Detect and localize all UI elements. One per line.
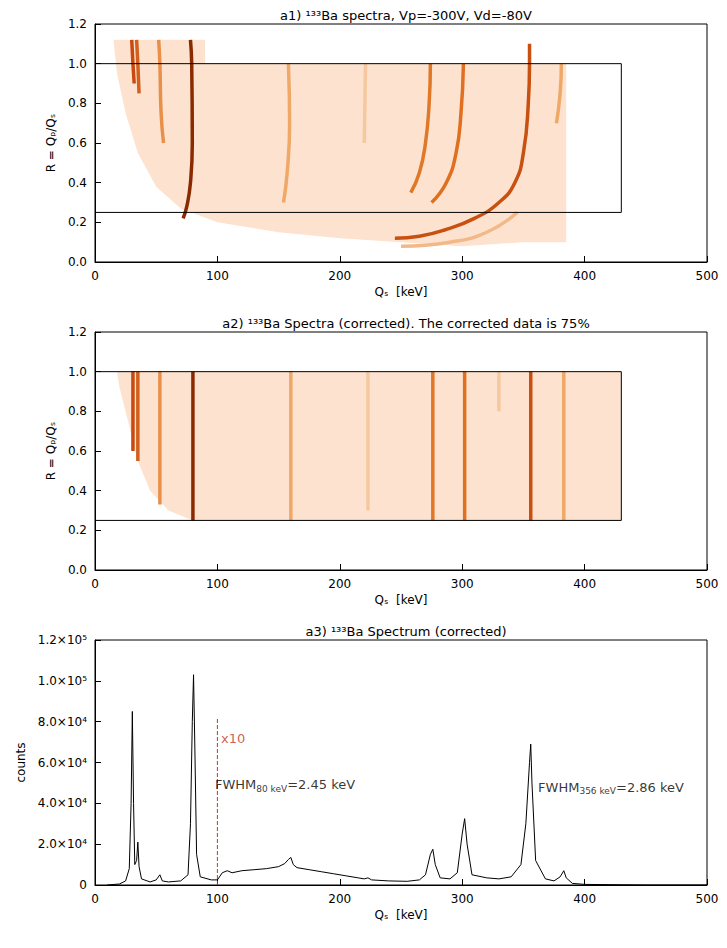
svg-text:400: 400 <box>573 892 596 906</box>
svg-text:0.0: 0.0 <box>68 563 87 577</box>
svg-text:=2.45 keV: =2.45 keV <box>287 777 355 792</box>
svg-text:100: 100 <box>206 892 229 906</box>
svg-text:8.0×10⁴: 8.0×10⁴ <box>38 715 87 729</box>
svg-text:0: 0 <box>79 878 87 892</box>
svg-text:0.2: 0.2 <box>68 523 87 537</box>
svg-text:80 keV: 80 keV <box>256 784 288 794</box>
svg-text:0.6: 0.6 <box>68 136 87 150</box>
svg-text:500: 500 <box>696 892 719 906</box>
svg-text:0: 0 <box>91 577 99 591</box>
svg-text:356 keV: 356 keV <box>579 786 616 796</box>
svg-text:1.0×10⁵: 1.0×10⁵ <box>38 674 87 688</box>
svg-text:FWHM: FWHM <box>215 777 256 792</box>
svg-text:=2.86 keV: =2.86 keV <box>616 780 684 795</box>
svg-text:x10: x10 <box>221 731 245 746</box>
svg-text:200: 200 <box>328 269 351 283</box>
svg-text:500: 500 <box>696 577 719 591</box>
svg-text:200: 200 <box>328 577 351 591</box>
svg-text:400: 400 <box>573 269 596 283</box>
svg-text:400: 400 <box>573 577 596 591</box>
svg-text:1.0: 1.0 <box>68 57 87 71</box>
svg-text:0.2: 0.2 <box>68 215 87 229</box>
svg-text:a3) ¹³³Ba Spectrum (corrected): a3) ¹³³Ba Spectrum (corrected) <box>305 624 506 639</box>
svg-text:6.0×10⁴: 6.0×10⁴ <box>38 756 87 770</box>
svg-text:0: 0 <box>91 269 99 283</box>
svg-text:2.0×10⁴: 2.0×10⁴ <box>38 837 87 851</box>
svg-text:a2) ¹³³Ba Spectra (corrected).: a2) ¹³³Ba Spectra (corrected). The corre… <box>222 316 590 331</box>
svg-text:R = Qₚ/Qₛ: R = Qₚ/Qₛ <box>44 114 58 173</box>
svg-text:0.4: 0.4 <box>68 484 87 498</box>
svg-text:300: 300 <box>451 577 474 591</box>
svg-text:100: 100 <box>206 577 229 591</box>
svg-text:0.0: 0.0 <box>68 255 87 269</box>
svg-text:300: 300 <box>451 269 474 283</box>
svg-text:Qₛ [keV]: Qₛ [keV] <box>374 908 427 922</box>
svg-text:0.8: 0.8 <box>68 96 87 110</box>
svg-text:Qₛ [keV]: Qₛ [keV] <box>374 593 427 607</box>
svg-text:1.0: 1.0 <box>68 365 87 379</box>
svg-text:Qₛ [keV]: Qₛ [keV] <box>374 285 427 299</box>
svg-text:0.8: 0.8 <box>68 404 87 418</box>
svg-text:300: 300 <box>451 892 474 906</box>
svg-text:a1) ¹³³Ba spectra, Vp=-300V, V: a1) ¹³³Ba spectra, Vp=-300V, Vd=-80V <box>280 8 532 23</box>
svg-text:4.0×10⁴: 4.0×10⁴ <box>38 796 87 810</box>
svg-text:counts: counts <box>14 742 28 782</box>
svg-text:0.4: 0.4 <box>68 176 87 190</box>
svg-text:0: 0 <box>91 892 99 906</box>
svg-text:1.2: 1.2 <box>68 17 87 31</box>
svg-text:1.2: 1.2 <box>68 325 87 339</box>
svg-text:1.2×10⁵: 1.2×10⁵ <box>38 633 87 647</box>
svg-text:500: 500 <box>696 269 719 283</box>
svg-text:FWHM: FWHM <box>538 780 579 795</box>
svg-text:100: 100 <box>206 269 229 283</box>
svg-text:R = Qₚ/Qₛ: R = Qₚ/Qₛ <box>44 422 58 481</box>
svg-text:0.6: 0.6 <box>68 444 87 458</box>
svg-text:200: 200 <box>328 892 351 906</box>
